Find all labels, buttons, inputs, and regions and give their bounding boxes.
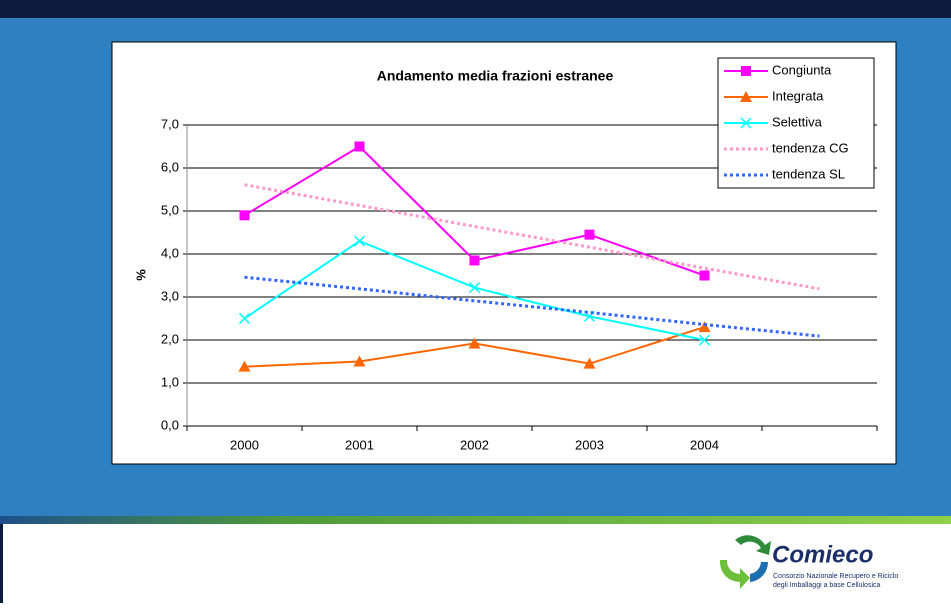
y-axis-label: %: [133, 269, 148, 281]
x-tick-label: 2002: [460, 437, 489, 452]
marker: [468, 282, 481, 294]
marker: [354, 141, 365, 152]
logo-tagline: degli Imballaggi a base Cellulosica: [773, 582, 881, 589]
y-tick-label: 3,0: [161, 288, 179, 303]
left-border: [0, 524, 3, 603]
marker: [468, 337, 481, 349]
x-tick-label: 2004: [690, 437, 719, 452]
marker: [698, 334, 711, 346]
series: [238, 235, 711, 346]
marker: [238, 360, 251, 372]
top-bar: [0, 0, 951, 18]
y-tick-label: 2,0: [161, 331, 179, 346]
y-tick-label: 4,0: [161, 245, 179, 260]
logo-arrow: [750, 562, 769, 582]
marker: [741, 66, 751, 76]
series: [244, 275, 820, 338]
logo-tagline: Consorzio Nazionale Recupero e Riciclo: [773, 573, 898, 580]
x-tick-label: 2000: [230, 437, 259, 452]
marker: [583, 357, 596, 369]
y-tick-label: 6,0: [161, 159, 179, 174]
legend-label: Integrata: [772, 88, 824, 103]
marker: [698, 321, 711, 333]
logo-arrow: [719, 560, 750, 589]
logo-arrow: [735, 535, 771, 555]
marker: [699, 270, 710, 281]
y-tick-label: 5,0: [161, 202, 179, 217]
legend-label: tendenza CG: [772, 140, 849, 155]
series: [239, 141, 710, 281]
series-line: [244, 183, 820, 291]
series-line: [244, 275, 820, 338]
legend-label: Congiunta: [772, 62, 832, 77]
y-tick-label: 0,0: [161, 417, 179, 432]
marker: [469, 255, 480, 266]
marker: [740, 117, 752, 129]
green-strip: [0, 516, 951, 524]
logo-name: Comieco: [772, 541, 873, 568]
y-tick-label: 1,0: [161, 374, 179, 389]
logo: Comieco Consorzio Nazionale Recupero e R…: [719, 535, 898, 589]
x-tick-label: 2003: [575, 437, 604, 452]
legend-label: Selettiva: [772, 114, 823, 129]
marker: [740, 91, 752, 102]
marker: [353, 235, 366, 247]
legend-label: tendenza SL: [772, 166, 845, 181]
x-tick-label: 2001: [345, 437, 374, 452]
chart-title: Andamento media frazioni estranee: [377, 68, 614, 84]
marker: [584, 229, 595, 240]
series: [244, 183, 820, 291]
marker: [239, 210, 250, 221]
series: [238, 321, 711, 372]
y-tick-label: 7,0: [161, 116, 179, 131]
marker: [238, 312, 251, 325]
marker: [353, 355, 366, 367]
